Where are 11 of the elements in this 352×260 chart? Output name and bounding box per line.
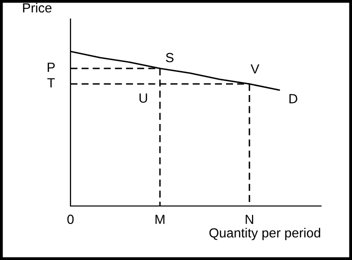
x-tick-label: 0 bbox=[67, 214, 74, 224]
y-axis-title: Price bbox=[23, 2, 52, 13]
annotation: P bbox=[48, 62, 55, 72]
annotation: U bbox=[140, 94, 148, 103]
x-axis-title: Quantity per period bbox=[209, 228, 320, 240]
annotation: T bbox=[47, 78, 55, 88]
annotation: V bbox=[250, 64, 260, 74]
x-tick-label: N bbox=[246, 214, 254, 224]
annotation: D bbox=[289, 94, 298, 104]
x-tick-label: M bbox=[156, 214, 164, 224]
annotation: S bbox=[166, 52, 174, 62]
